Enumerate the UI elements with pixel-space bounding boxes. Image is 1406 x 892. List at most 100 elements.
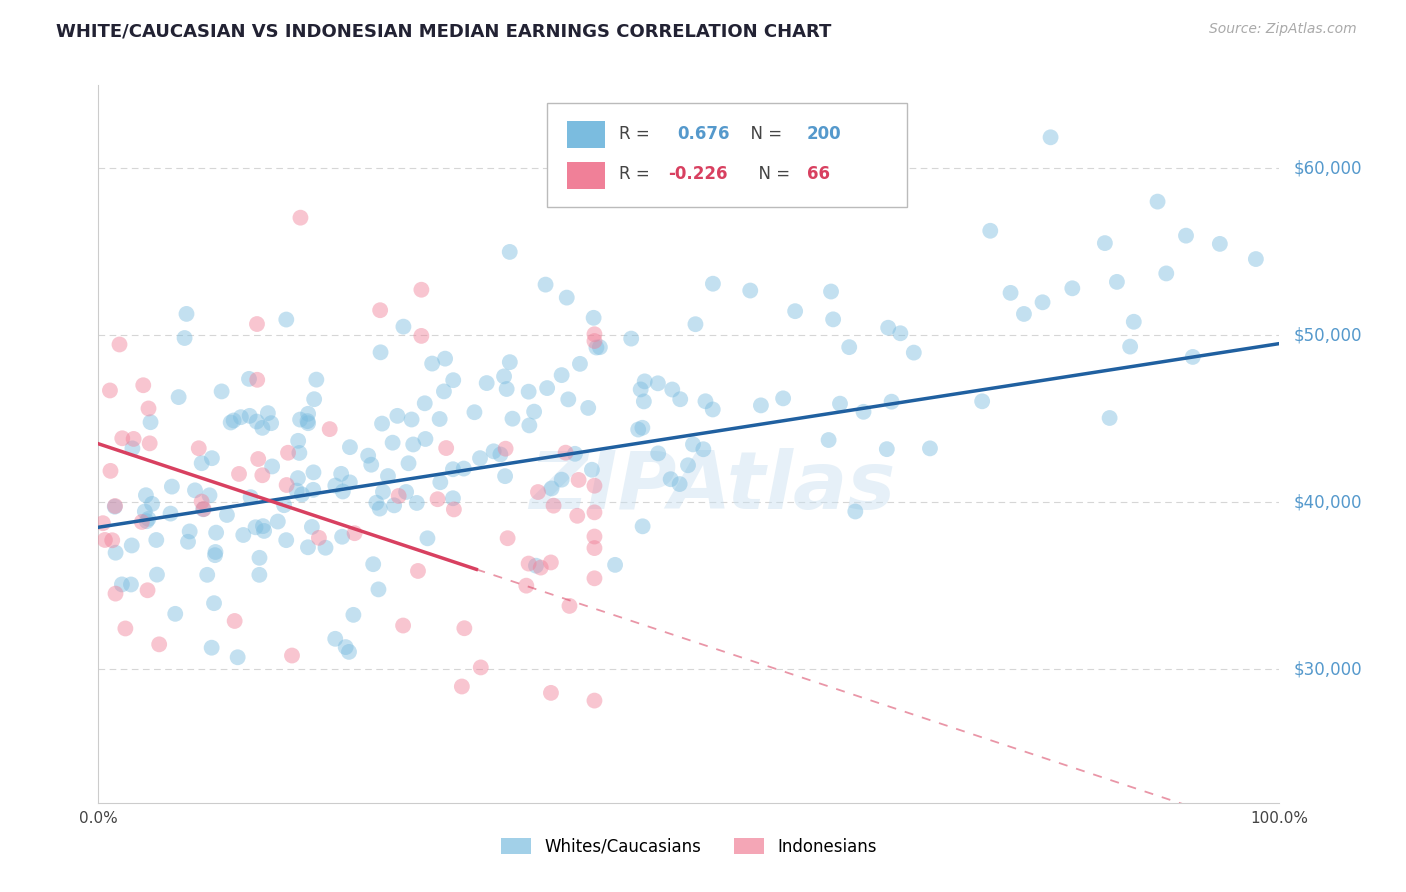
Point [297,414,319,428]
Point [201,451,224,466]
Point [702,277,724,291]
Point [98,384,121,398]
Point [204,548,226,562]
Point [582,310,605,325]
Point [247,452,270,467]
Point [297,407,319,421]
Point [357,449,380,463]
Point [145,533,167,547]
Point [229,410,252,425]
Text: $30,000: $30,000 [1294,660,1362,678]
Point [415,432,437,446]
Point [148,637,170,651]
Text: $50,000: $50,000 [1294,326,1362,344]
Point [1122,315,1144,329]
Point [828,397,851,411]
Point [224,614,246,628]
Point [876,442,898,457]
Point [515,579,537,593]
Point [252,421,274,435]
Point [285,483,308,498]
Point [337,645,360,659]
Point [838,340,860,354]
Text: Source: ZipAtlas.com: Source: ZipAtlas.com [1209,22,1357,37]
Point [395,485,418,500]
Point [176,307,198,321]
Point [823,312,845,326]
Point [517,418,540,433]
Point [288,412,311,426]
Point [381,435,404,450]
Point [877,320,900,334]
Point [620,332,643,346]
Point [557,392,579,407]
Point [659,472,682,486]
Text: -0.226: -0.226 [668,166,727,184]
Point [267,515,290,529]
Point [470,660,492,674]
Point [631,519,654,533]
Point [367,582,389,597]
Point [411,283,433,297]
Point [453,621,475,635]
Point [576,401,599,415]
Point [104,500,127,514]
Point [260,416,283,430]
Text: N =: N = [740,125,787,143]
Point [669,392,692,407]
Point [631,421,654,435]
Point [253,524,276,538]
Point [173,331,195,345]
Point [136,583,159,598]
Point [343,526,366,541]
Point [880,394,903,409]
Point [297,541,319,555]
Point [972,394,994,409]
Point [366,496,388,510]
Point [495,382,517,396]
Point [583,334,606,348]
Point [297,416,319,430]
Text: R =: R = [619,125,661,143]
Point [589,340,612,354]
Point [1175,228,1198,243]
Text: WHITE/CAUCASIAN VS INDONESIAN MEDIAN EARNINGS CORRELATION CHART: WHITE/CAUCASIAN VS INDONESIAN MEDIAN EAR… [56,22,831,40]
Point [146,567,169,582]
Legend: Whites/Caucasians, Indonesians: Whites/Caucasians, Indonesians [501,838,877,855]
Point [1094,236,1116,251]
Point [120,577,142,591]
Point [131,515,153,529]
Point [246,415,269,429]
Point [138,401,160,416]
Point [1098,411,1121,425]
Point [702,402,724,417]
Point [661,383,683,397]
Point [388,489,411,503]
Point [187,442,209,456]
Point [434,351,457,366]
Point [630,383,652,397]
Point [426,492,449,507]
Point [441,373,464,387]
Point [335,640,357,654]
Point [202,596,225,610]
Point [979,224,1001,238]
Point [165,607,187,621]
Point [232,528,254,542]
Point [330,530,353,544]
Point [585,341,607,355]
Point [111,431,134,445]
Point [554,445,576,459]
Point [361,557,384,571]
Point [581,463,603,477]
Point [820,285,842,299]
Point [330,467,353,481]
Point [318,422,340,436]
Point [555,291,578,305]
Point [463,405,485,419]
Point [568,473,591,487]
Point [108,337,131,351]
Point [135,514,157,528]
Point [205,525,228,540]
Point [682,437,704,451]
